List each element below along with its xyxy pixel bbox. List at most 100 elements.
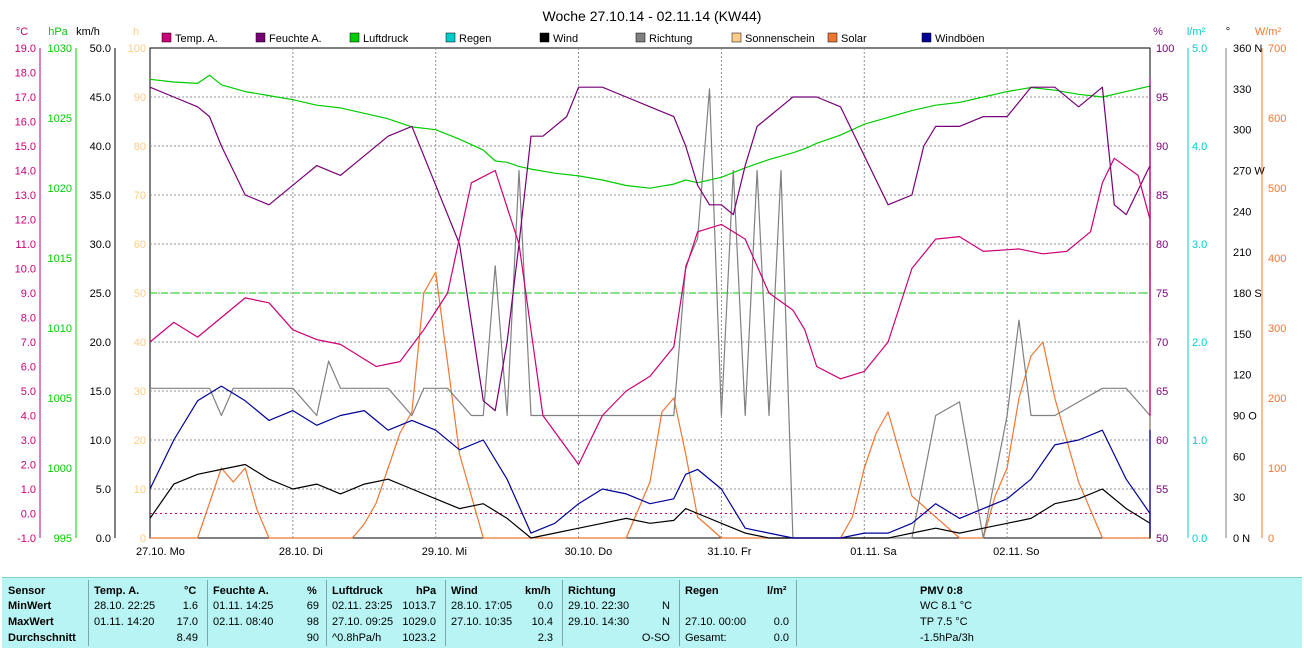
tick-label-temp: 2.0 bbox=[21, 460, 36, 472]
tick-label-temp: 16.0 bbox=[15, 117, 36, 129]
stats-humidity-unit: % bbox=[307, 585, 317, 597]
stats-sensor-header: Sensor bbox=[8, 585, 46, 597]
stats-wind-max: 10.4 bbox=[531, 616, 553, 628]
tick-label-wind: 20.0 bbox=[90, 337, 111, 349]
tick-label-pressure: 1025 bbox=[48, 113, 72, 125]
tick-label-solar: 400 bbox=[1268, 253, 1286, 265]
tick-label-direction: 120 bbox=[1233, 370, 1251, 382]
legend-swatch bbox=[921, 32, 932, 43]
tick-label-rain: 1.0 bbox=[1192, 435, 1207, 447]
tick-label-sunshine: 10 bbox=[134, 484, 146, 496]
stats-direction-min-time: 29.10. 22:30 bbox=[568, 600, 630, 612]
tick-label-humidity: 65 bbox=[1156, 386, 1168, 398]
tick-label-temp: 5.0 bbox=[21, 386, 36, 398]
tick-label-wind: 15.0 bbox=[90, 386, 111, 398]
stats-humidity-col: Feuchte A. % 01.11. 14:25 69 02.11. 08:4… bbox=[211, 578, 323, 648]
stats-temp-max-time: 01.11. 14:20 bbox=[94, 616, 155, 628]
tick-label-direction: 150 bbox=[1233, 329, 1251, 341]
tick-label-solar: 700 bbox=[1268, 43, 1286, 55]
stats-pressure-col: Luftdruck hPa 02.11. 23:25 1013.7 27.10.… bbox=[330, 578, 442, 648]
tick-label-sunshine: 40 bbox=[134, 337, 146, 349]
tick-label-humidity: 75 bbox=[1156, 288, 1168, 300]
tick-label-pressure: 1030 bbox=[48, 43, 72, 55]
grid bbox=[149, 47, 1151, 539]
axes: 19.0 18.0 17.0 16.0 15.0 14.0 13.0 12.0 11.0 10.0… bbox=[15, 26, 1287, 558]
tick-label-temp: 17.0 bbox=[15, 92, 36, 104]
tick-label-humidity: 85 bbox=[1156, 190, 1168, 202]
tick-label-wind: 10.0 bbox=[90, 435, 111, 447]
day-label: 30.10. Do bbox=[565, 546, 613, 558]
tick-label-wind: 5.0 bbox=[96, 484, 111, 496]
stats-pressure-avg: 1023.2 bbox=[402, 632, 436, 644]
tick-label-wind: 50.0 bbox=[90, 43, 111, 55]
stats-sensor-col: Sensor MinWert MaxWert Durchschnitt bbox=[6, 578, 86, 648]
tick-label-pressure: 995 bbox=[54, 533, 72, 545]
legend-label: Windböen bbox=[935, 33, 985, 45]
legend-label: Solar bbox=[841, 33, 867, 45]
stats-direction-max: N bbox=[662, 616, 670, 628]
tick-label-humidity: 90 bbox=[1156, 141, 1168, 153]
tick-label-pressure: 1015 bbox=[48, 253, 72, 265]
legend-swatch bbox=[445, 32, 456, 43]
tick-label-solar: 500 bbox=[1268, 183, 1286, 195]
tick-label-rain: 3.0 bbox=[1192, 239, 1207, 251]
legend-label: Regen bbox=[459, 33, 491, 45]
stats-humidity-header: Feuchte A. bbox=[213, 585, 269, 597]
tick-label-rain: 2.0 bbox=[1192, 337, 1207, 349]
tick-label-direction: 300 bbox=[1233, 125, 1251, 137]
tick-label-wind: 40.0 bbox=[90, 141, 111, 153]
axis-unit-humidity: % bbox=[1153, 26, 1163, 38]
tick-label-wind: 0.0 bbox=[96, 533, 111, 545]
stats-temp-min-time: 28.10. 22:25 bbox=[94, 600, 156, 612]
tick-label-solar: 300 bbox=[1268, 323, 1286, 335]
tick-label-sunshine: 70 bbox=[134, 190, 146, 202]
tick-label-solar: 0 bbox=[1268, 533, 1274, 545]
stats-temp-header: Temp. A. bbox=[94, 585, 140, 597]
stats-wind-max-time: 27.10. 10:35 bbox=[451, 616, 513, 628]
stats-temp-min: 1.6 bbox=[182, 600, 198, 612]
legend-swatch bbox=[731, 32, 742, 43]
legend-swatch bbox=[255, 32, 266, 43]
legend-swatch bbox=[635, 32, 646, 43]
tick-label-wind: 30.0 bbox=[90, 239, 111, 251]
tick-label-temp: 9.0 bbox=[21, 288, 36, 300]
axis-unit-direction: ° bbox=[1226, 26, 1230, 38]
stats-wind-col: Wind km/h 28.10. 17:05 0.0 27.10. 10:35 … bbox=[449, 578, 559, 648]
stats-pressure-header: Luftdruck bbox=[332, 585, 383, 597]
day-label: 29.10. Mi bbox=[422, 546, 467, 558]
tick-label-temp: 10.0 bbox=[15, 264, 36, 276]
stats-rain-col: Regen l/m² 27.10. 00:00 0.0 Gesamt: 0.0 bbox=[683, 578, 793, 648]
series-line-temp-a- bbox=[149, 101, 1151, 466]
tick-label-temp: -1.0 bbox=[17, 533, 36, 545]
stats-direction-avg: O-SO bbox=[641, 632, 670, 644]
stats-humidity-max-time: 02.11. 08:40 bbox=[213, 616, 274, 628]
stats-rain-max-time: 27.10. 00:00 bbox=[685, 616, 747, 628]
weather-chart: Woche 27.10.14 - 02.11.14 (KW44) Temp. A… bbox=[15, 8, 1287, 558]
day-label: 02.11. So bbox=[993, 546, 1039, 558]
stats-temp-col: Temp. A. °C 28.10. 22:25 1.6 01.11. 14:2… bbox=[92, 578, 204, 648]
tick-label-direction: 240 bbox=[1233, 206, 1251, 218]
stats-pressure-trend: ^0.8hPa/h bbox=[332, 632, 382, 644]
tick-label-temp: 4.0 bbox=[21, 411, 36, 423]
legend-swatch bbox=[161, 32, 172, 43]
legend-label: Richtung bbox=[649, 33, 692, 45]
tick-label-solar: 100 bbox=[1268, 463, 1286, 475]
stats-pressure-unit: hPa bbox=[416, 585, 437, 597]
legend-swatch bbox=[349, 32, 360, 43]
stats-row-avg: Durchschnitt bbox=[8, 632, 76, 644]
tick-label-wind: 45.0 bbox=[90, 92, 111, 104]
legend-label: Sonnenschein bbox=[745, 33, 815, 45]
stats-wind-header: Wind bbox=[451, 585, 478, 597]
series-line-windb-en bbox=[149, 385, 1151, 539]
tick-label-sunshine: 90 bbox=[134, 92, 146, 104]
tick-label-rain: 5.0 bbox=[1192, 43, 1207, 55]
axis-unit-pressure: hPa bbox=[48, 26, 68, 38]
tick-label-direction: 210 bbox=[1233, 247, 1251, 259]
chart-title: Woche 27.10.14 - 02.11.14 (KW44) bbox=[543, 8, 762, 24]
tick-label-sunshine: 60 bbox=[134, 239, 146, 251]
tick-label-temp: 18.0 bbox=[15, 68, 36, 80]
tick-label-sunshine: 30 bbox=[134, 386, 146, 398]
tick-label-rain: 4.0 bbox=[1192, 141, 1207, 153]
stats-pmv-header: PMV 0:8 bbox=[920, 585, 963, 597]
tick-label-sunshine: 20 bbox=[134, 435, 146, 447]
